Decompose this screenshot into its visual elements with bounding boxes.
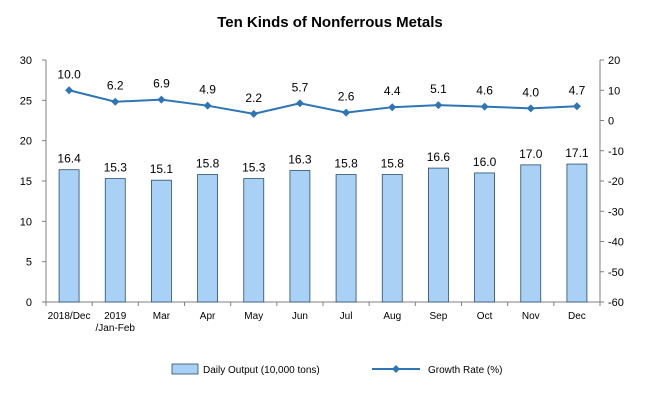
x-tick-label: Aug (383, 311, 401, 322)
bar (151, 179, 172, 303)
x-tick-label: May (244, 311, 263, 322)
line-value-label: 4.6 (476, 84, 493, 98)
bar (474, 172, 495, 303)
y-left-tick-label: 5 (26, 257, 32, 269)
legend-line-label: Growth Rate (%) (428, 365, 502, 376)
line-value-label: 4.4 (384, 84, 401, 98)
x-tick-label: Nov (522, 311, 540, 322)
bar (243, 178, 265, 303)
bar-series (58, 163, 588, 303)
line-value-label: 5.7 (292, 80, 309, 94)
chart-title: Ten Kinds of Nonferrous Metals (217, 14, 443, 31)
y-right-tick-label: -10 (608, 146, 624, 158)
y-right-tick-label: 10 (608, 85, 620, 97)
bar-value-label: 16.6 (427, 150, 451, 164)
x-tick-label: 2019/Jan-Feb (96, 311, 136, 334)
x-tick-label: Oct (477, 311, 493, 322)
growth-rate-point (342, 108, 351, 117)
bar (566, 163, 588, 303)
line-value-label: 6.9 (153, 77, 170, 91)
line-series (65, 86, 581, 118)
y-right-tick-label: -50 (608, 267, 624, 279)
y-right-tick-label: 20 (608, 55, 620, 67)
bar-value-label: 15.8 (196, 157, 220, 171)
growth-rate-point (203, 101, 212, 110)
y-right-tick-label: -40 (608, 237, 624, 249)
line-value-label: 10.0 (57, 67, 81, 81)
y-right-tick-label: -60 (608, 297, 624, 309)
x-tick-label: Mar (153, 311, 171, 322)
growth-rate-point (249, 109, 258, 118)
line-value-label: 2.6 (338, 90, 355, 104)
legend-line-marker (392, 365, 400, 373)
growth-rate-point (111, 97, 120, 106)
y-right-tick-label: -30 (608, 206, 624, 218)
bar (335, 174, 357, 303)
legend: Daily Output (10,000 tons) Growth Rate (%… (171, 363, 502, 376)
bar-value-label: 15.8 (381, 157, 405, 171)
bar-value-label: 15.3 (242, 161, 266, 175)
line-value-label: 6.2 (107, 79, 124, 93)
line-value-label: 4.7 (569, 83, 586, 97)
x-tick-label: Dec (568, 311, 586, 322)
y-left-tick-label: 30 (20, 55, 32, 67)
bar-value-label: 17.0 (519, 147, 543, 161)
y-left-tick-label: 25 (20, 95, 32, 107)
legend-bar-swatch (171, 363, 199, 375)
bar-value-label: 17.1 (565, 146, 589, 160)
y-left-tick-label: 0 (26, 297, 32, 309)
growth-rate-point (157, 95, 166, 104)
growth-rate-line (68, 89, 577, 115)
x-tick-label: Jul (340, 311, 353, 322)
y-left-tick-label: 15 (20, 176, 32, 188)
x-tick-label: Sep (430, 311, 448, 322)
x-tick-label: Apr (200, 311, 216, 322)
y-right-tick-label: 0 (608, 116, 614, 128)
bar (381, 174, 403, 303)
bar (520, 164, 542, 303)
y-left-tick-label: 20 (20, 136, 32, 148)
line-value-label: 5.1 (430, 82, 447, 96)
line-value-label: 4.9 (199, 83, 216, 97)
bar (428, 167, 449, 303)
growth-rate-point (526, 104, 535, 113)
bar-value-label: 16.3 (288, 153, 312, 167)
x-tick-label: 2018/Dec (48, 311, 91, 322)
growth-rate-point (480, 102, 489, 111)
bar-value-label: 15.1 (150, 162, 174, 176)
data-labels: 16.4 15.3 15.1 15.8 15.3 16.3 15.8 15.8 16.6 16.0… (57, 67, 589, 176)
bar (289, 170, 311, 303)
growth-rate-point (388, 103, 397, 112)
axes: 0 5 10 15 20 25 30 -60 -50 -40 -30 -20 -10 0 10 20 2018/… (20, 55, 624, 334)
y-right-tick-label: -20 (608, 176, 624, 188)
y-left-tick-label: 10 (20, 216, 32, 228)
bar (197, 174, 218, 303)
bar-value-label: 16.4 (57, 152, 81, 166)
growth-rate-point (572, 102, 581, 111)
bar-value-label: 16.0 (473, 155, 497, 169)
bar-value-label: 15.3 (104, 161, 128, 175)
bar (58, 169, 80, 303)
legend-bar-label: Daily Output (10,000 tons) (203, 365, 320, 376)
growth-rate-point (295, 99, 304, 108)
line-value-label: 4.0 (522, 85, 539, 99)
growth-rate-point (65, 86, 74, 95)
bar-value-label: 15.8 (334, 157, 358, 171)
growth-rate-point (434, 101, 443, 110)
bar (104, 178, 126, 303)
x-tick-label: Jun (292, 311, 308, 322)
line-value-label: 2.2 (245, 91, 262, 105)
